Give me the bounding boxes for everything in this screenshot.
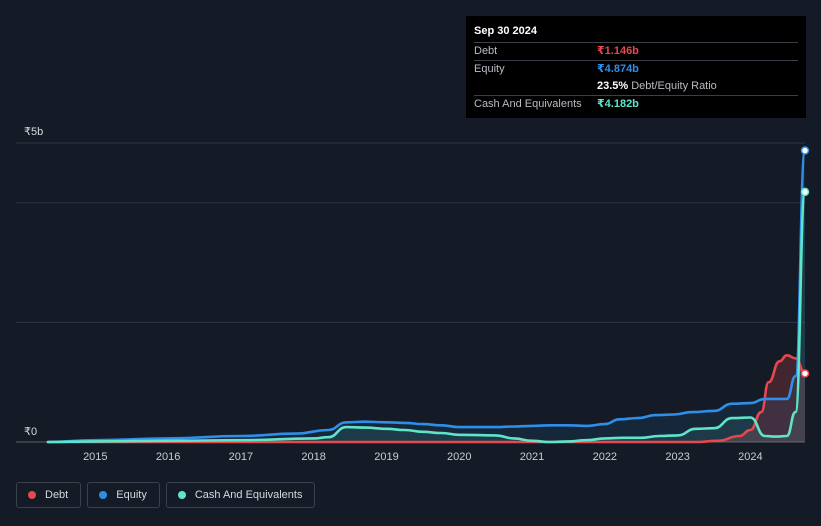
tooltip-row-debt: Debt ₹1.146b bbox=[474, 42, 798, 60]
series-line-equity bbox=[46, 149, 807, 444]
y-axis-max-label: ₹5b bbox=[24, 126, 43, 138]
debt-dot-icon bbox=[28, 491, 36, 499]
series-endpoint-cash-and-equivalents[interactable] bbox=[800, 187, 810, 197]
tooltip-label: Cash And Equivalents bbox=[474, 98, 582, 110]
equity-dot-icon bbox=[99, 491, 108, 499]
tooltip-row-cash: Cash And Equivalents ₹4.182b bbox=[474, 95, 798, 113]
series-area-cash-and-equivalents bbox=[48, 191, 805, 442]
x-tick-label: 2019 bbox=[374, 451, 398, 463]
tooltip-label: Debt bbox=[474, 45, 498, 57]
series-lines bbox=[46, 149, 807, 444]
tooltip-row-equity: Equity ₹4.874b bbox=[474, 60, 798, 78]
x-tick-label: 2017 bbox=[229, 451, 253, 463]
x-tick-label: 2021 bbox=[520, 451, 544, 463]
legend-item-equity[interactable]: Equity bbox=[87, 482, 160, 508]
series-areas bbox=[48, 150, 805, 442]
legend-label: Cash And Equivalents bbox=[194, 489, 303, 501]
tooltip-row-ratio: 23.5% Debt/Equity Ratio bbox=[474, 78, 798, 95]
legend-label: Debt bbox=[45, 489, 69, 501]
series-line-cash-and-equivalents bbox=[46, 190, 807, 444]
tooltip-value: ₹1.146b bbox=[597, 45, 639, 57]
x-axis-ticks: 2015 2016 2017 2018 2019 2020 2021 2022 2023 2024 bbox=[83, 451, 763, 463]
series-line-debt bbox=[46, 354, 807, 444]
x-tick-label: 2024 bbox=[738, 451, 762, 463]
chart-legend: Debt Equity Cash And Equivalents bbox=[16, 482, 316, 508]
data-tooltip: Sep 30 2024 Debt ₹1.146b Equity ₹4.874b … bbox=[466, 16, 806, 118]
legend-item-cash[interactable]: Cash And Equivalents bbox=[165, 482, 316, 508]
legend-label: Equity bbox=[116, 489, 147, 501]
x-tick-label: 2018 bbox=[301, 451, 325, 463]
series-endpoints bbox=[800, 146, 810, 378]
x-tick-label: 2015 bbox=[83, 451, 107, 463]
tooltip-value: ₹4.182b bbox=[597, 98, 639, 110]
tooltip-label bbox=[474, 78, 597, 95]
tooltip-ratio-caption: Debt/Equity Ratio bbox=[631, 80, 717, 92]
x-tick-label: 2022 bbox=[593, 451, 617, 463]
tooltip-label: Equity bbox=[474, 63, 505, 75]
tooltip-value: 23.5% bbox=[597, 80, 629, 92]
x-tick-label: 2020 bbox=[447, 451, 471, 463]
legend-item-debt[interactable]: Debt bbox=[16, 482, 82, 508]
x-tick-label: 2023 bbox=[665, 451, 689, 463]
y-axis-min-label: ₹0 bbox=[24, 426, 37, 438]
tooltip-value: ₹4.874b bbox=[597, 63, 639, 75]
series-endpoint-debt[interactable] bbox=[800, 369, 810, 378]
x-tick-label: 2016 bbox=[156, 451, 180, 463]
cash-dot-icon bbox=[177, 491, 186, 499]
series-endpoint-equity[interactable] bbox=[800, 146, 810, 155]
tooltip-date: Sep 30 2024 bbox=[474, 25, 537, 37]
series-area-equity bbox=[48, 150, 805, 442]
gridlines bbox=[16, 142, 805, 443]
